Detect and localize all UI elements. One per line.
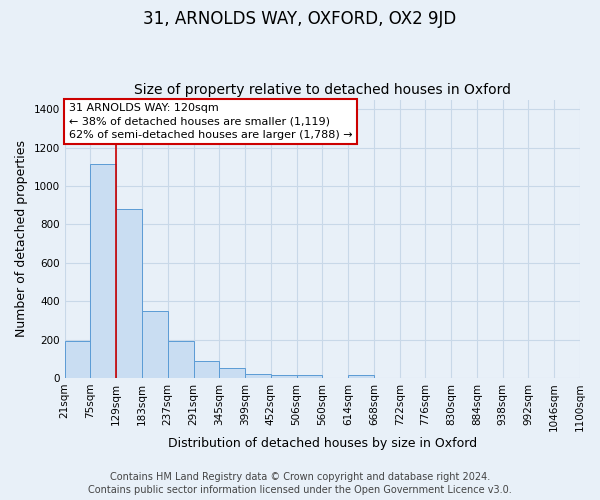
Bar xyxy=(219,368,245,378)
Bar xyxy=(296,375,322,378)
Bar xyxy=(348,375,374,378)
Bar xyxy=(91,164,116,378)
Bar xyxy=(142,311,168,378)
Bar xyxy=(193,360,219,378)
Title: Size of property relative to detached houses in Oxford: Size of property relative to detached ho… xyxy=(134,83,511,97)
X-axis label: Distribution of detached houses by size in Oxford: Distribution of detached houses by size … xyxy=(168,437,477,450)
Bar xyxy=(65,342,91,378)
Bar xyxy=(168,342,193,378)
Text: 31 ARNOLDS WAY: 120sqm
← 38% of detached houses are smaller (1,119)
62% of semi-: 31 ARNOLDS WAY: 120sqm ← 38% of detached… xyxy=(68,104,352,140)
Bar xyxy=(116,209,142,378)
Text: Contains HM Land Registry data © Crown copyright and database right 2024.
Contai: Contains HM Land Registry data © Crown c… xyxy=(88,472,512,495)
Bar xyxy=(245,374,271,378)
Text: 31, ARNOLDS WAY, OXFORD, OX2 9JD: 31, ARNOLDS WAY, OXFORD, OX2 9JD xyxy=(143,10,457,28)
Bar xyxy=(271,375,296,378)
Y-axis label: Number of detached properties: Number of detached properties xyxy=(15,140,28,338)
